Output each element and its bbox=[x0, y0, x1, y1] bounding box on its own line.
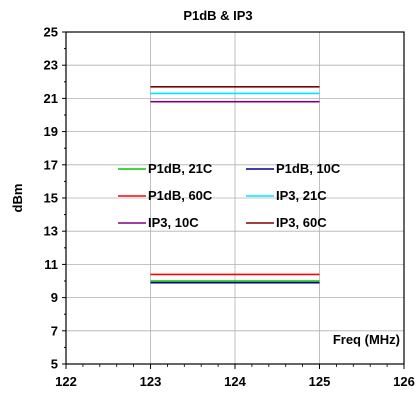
axis-ticks bbox=[62, 31, 405, 369]
y-tick-label: 21 bbox=[44, 91, 58, 106]
chart-title: P1dB & IP3 bbox=[183, 8, 252, 23]
x-tick-label: 122 bbox=[55, 374, 77, 389]
x-tick-label: 124 bbox=[224, 374, 246, 389]
y-axis-label: dBm bbox=[10, 184, 25, 213]
legend-item: IP3, 60C bbox=[276, 215, 327, 230]
legend: P1dB, 21C P1dB, 10C P1dB, 60C IP3, 21C IP3, … bbox=[118, 161, 341, 230]
y-tick-label: 15 bbox=[44, 191, 58, 206]
y-tick-label: 25 bbox=[44, 25, 58, 40]
y-tick-label: 19 bbox=[44, 124, 58, 139]
grid bbox=[66, 32, 404, 364]
series-lines bbox=[150, 86, 320, 284]
tick-labels: 5 7 9 11 13 15 17 19 21 23 25 122 123 124 125 126 bbox=[44, 25, 415, 390]
y-tick-label: 13 bbox=[44, 224, 58, 239]
y-tick-label: 9 bbox=[51, 290, 58, 305]
x-tick-label: 126 bbox=[393, 374, 415, 389]
legend-item: IP3, 21C bbox=[276, 188, 327, 203]
y-tick-label: 11 bbox=[44, 257, 58, 272]
x-axis-label: Freq (MHz) bbox=[333, 332, 400, 347]
legend-item: P1dB, 60C bbox=[148, 188, 213, 203]
y-tick-label: 17 bbox=[44, 157, 58, 172]
x-tick-label: 125 bbox=[309, 374, 331, 389]
y-tick-label: 7 bbox=[51, 323, 58, 338]
x-tick-label: 123 bbox=[140, 374, 162, 389]
y-tick-label: 23 bbox=[44, 58, 58, 73]
y-tick-label: 5 bbox=[51, 357, 58, 372]
legend-item: P1dB, 10C bbox=[276, 161, 341, 176]
legend-item: IP3, 10C bbox=[148, 215, 199, 230]
legend-item: P1dB, 21C bbox=[148, 161, 213, 176]
